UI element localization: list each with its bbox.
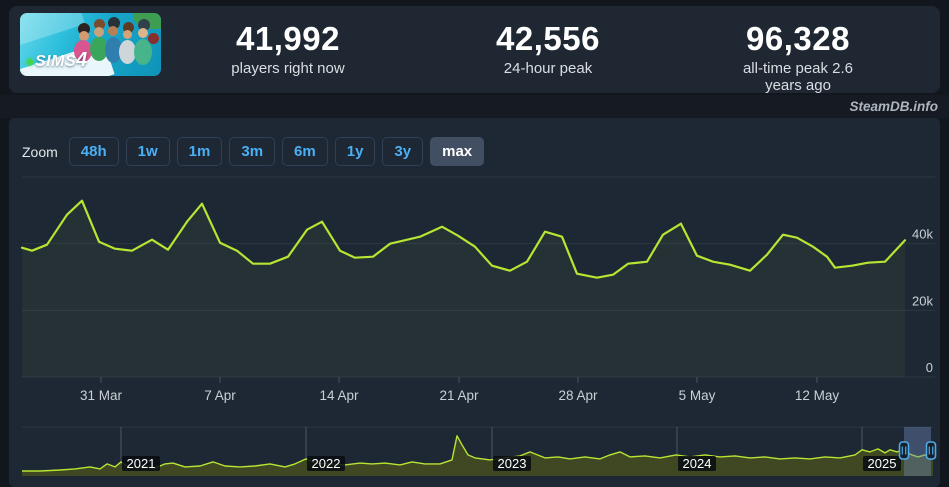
x-axis-label: 31 Mar bbox=[80, 388, 123, 403]
stat-current-players: 41,992 players right now bbox=[231, 20, 345, 78]
zoom-label: Zoom bbox=[22, 143, 58, 160]
x-axis-label: 12 May bbox=[795, 388, 840, 403]
x-axis-label: 28 Apr bbox=[558, 388, 598, 403]
capsule-art-figure bbox=[94, 19, 105, 30]
stat-24h-peak: 42,556 24-hour peak bbox=[496, 20, 600, 78]
zoom-range-3m[interactable]: 3m bbox=[229, 137, 276, 166]
stat-label: 24-hour peak bbox=[503, 60, 593, 77]
stat-value: 96,328 bbox=[746, 20, 850, 57]
zoom-range-3y[interactable]: 3y bbox=[382, 137, 424, 166]
game-capsule-image[interactable]: SIMS4 bbox=[20, 13, 161, 76]
navigator-year-label: 2025 bbox=[868, 456, 897, 471]
zoom-range-1y[interactable]: 1y bbox=[334, 137, 376, 166]
capsule-art-figure bbox=[94, 27, 104, 37]
y-axis-label: 40k bbox=[912, 227, 933, 242]
navigator-year-label: 2024 bbox=[683, 456, 712, 471]
capsule-art-figure bbox=[119, 40, 136, 64]
capsule-art-figure bbox=[79, 31, 89, 41]
stat-alltime-peak: 96,328 all-time peak 2.6 years ago bbox=[727, 20, 869, 95]
navigator-year-chip bbox=[307, 456, 345, 471]
chart-panel: Zoom 48h 1w 1m 3m 6m 1y 3y max 0 20k 40k 31 Mar 7 A… bbox=[9, 118, 940, 487]
navigator-year-chip bbox=[493, 456, 531, 471]
x-axis-label: 14 Apr bbox=[319, 388, 359, 403]
zoom-range-6m[interactable]: 6m bbox=[282, 137, 328, 166]
capsule-art-figure bbox=[108, 26, 118, 36]
zoom-range-48h[interactable]: 48h bbox=[68, 137, 119, 166]
steamdb-watermark: SteamDB.info bbox=[849, 99, 938, 114]
capsule-art-figure bbox=[123, 22, 134, 33]
zoom-range-1w[interactable]: 1w bbox=[125, 137, 170, 166]
plumbob-icon bbox=[25, 57, 35, 67]
stat-value: 42,556 bbox=[496, 20, 600, 57]
navigator-year-label: 2022 bbox=[312, 456, 341, 471]
navigator-year-chip bbox=[863, 456, 901, 471]
capsule-art-figure bbox=[134, 39, 152, 65]
player-series-area bbox=[22, 200, 905, 377]
zoom-toolbar: Zoom 48h 1w 1m 3m 6m 1y 3y max bbox=[22, 137, 485, 166]
capsule-art-figure bbox=[74, 40, 92, 62]
navigator-handle-right[interactable] bbox=[925, 441, 937, 460]
navigator-handle-left[interactable] bbox=[898, 441, 910, 460]
player-count-chart: 0 20k 40k 31 Mar 7 Apr 14 Apr 21 Apr 28 Apr 5 Ma… bbox=[20, 176, 937, 476]
game-header: SIMS4 41,992 players right now 42,556 24… bbox=[9, 6, 940, 95]
navigator-year-label: 2021 bbox=[127, 456, 156, 471]
sims4-logo: SIMS4 bbox=[25, 49, 88, 72]
capsule-art-figure bbox=[123, 30, 132, 39]
y-axis-label: 20k bbox=[912, 293, 933, 308]
zoom-range-max-selected[interactable]: max bbox=[430, 137, 485, 166]
y-axis-label: 0 bbox=[926, 360, 933, 375]
navigator-line bbox=[22, 435, 934, 472]
capsule-art-figure bbox=[105, 37, 122, 63]
capsule-art-figure bbox=[148, 33, 159, 44]
player-series-line bbox=[20, 199, 907, 279]
stat-value: 41,992 bbox=[236, 20, 340, 57]
capsule-art-figure bbox=[90, 37, 108, 61]
x-axis-label: 21 Apr bbox=[439, 388, 479, 403]
stat-label: all-time peak 2.6 years ago bbox=[742, 60, 854, 94]
navigator-year-chip bbox=[122, 456, 160, 471]
brand-strip: SteamDB.info bbox=[0, 95, 949, 118]
capsule-art-figure bbox=[138, 28, 148, 38]
zoom-range-buttons: 48h 1w 1m 3m 6m 1y 3y max bbox=[68, 137, 485, 166]
navigator-year-chip bbox=[678, 456, 716, 471]
x-axis-label: 5 May bbox=[679, 388, 716, 403]
zoom-range-1m[interactable]: 1m bbox=[176, 137, 223, 166]
x-axis-label: 7 Apr bbox=[204, 388, 236, 403]
navigator-year-label: 2023 bbox=[498, 456, 527, 471]
stat-label: players right now bbox=[231, 60, 345, 77]
